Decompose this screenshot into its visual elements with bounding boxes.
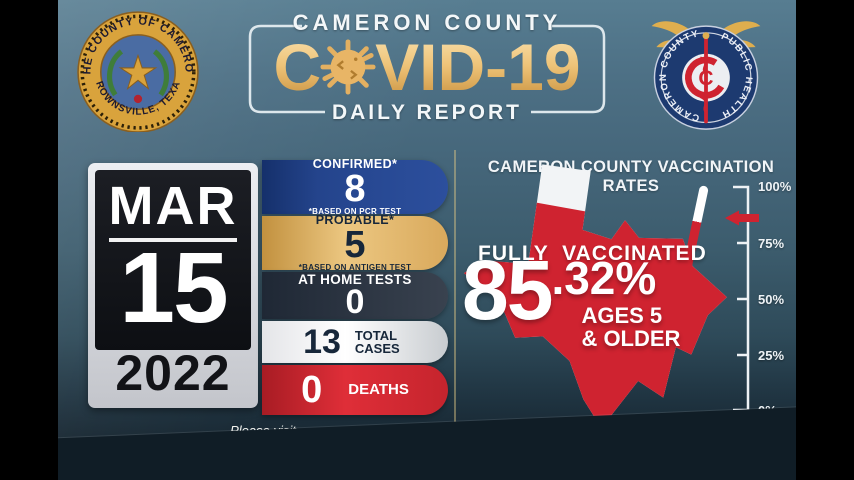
stat-pill-confirmed: CONFIRMED* 8 *BASED ON PCR TEST: [262, 157, 448, 216]
confirmed-value: 8: [344, 167, 366, 210]
stat-pill-probable: PROBABLE* 5 *BASED ON ANTIGEN TEST: [262, 213, 448, 272]
public-health-logo: CAMERON COUNTY PUBLIC HEALTH C: [651, 21, 761, 130]
texas-map-graphic: [445, 164, 738, 443]
header-daily-report: DAILY REPORT: [331, 101, 523, 124]
percent-scale: [725, 185, 759, 412]
county-seal-logo: THE COUNTY OF CAMERON BROWNSVILLE, TEXAS: [76, 8, 199, 132]
fully-vaccinated-value: 85 .32% AGES 5 & OLDER: [462, 243, 681, 351]
deaths-label: DEATHS: [348, 381, 409, 399]
fully-value-fraction: .32%: [551, 252, 657, 304]
fully-value-main: 85: [462, 243, 553, 337]
at-home-tests-value: 0: [345, 283, 365, 322]
scale-marker-arrow: [725, 210, 759, 226]
covid-suffix: VID-19: [375, 30, 581, 104]
deaths-value: 0: [301, 369, 323, 412]
scale-tick-75: 75%: [758, 236, 785, 251]
at-home-tests-label: AT HOME TESTS: [298, 271, 412, 287]
scale-tick-50: 50%: [758, 292, 785, 307]
gold-divider-line: [454, 150, 456, 468]
bottom-swoosh-decoration: [58, 403, 796, 480]
ages-line2: & OLDER: [581, 325, 681, 351]
probable-value: 5: [344, 223, 366, 266]
date-divider-rule: [109, 238, 237, 242]
total-cases-label: TOTAL CASES: [354, 327, 400, 356]
stat-pill-deaths: 0 DEATHS: [262, 365, 448, 415]
scale-tick-25: 25%: [758, 348, 785, 363]
stat-pill-total-cases: 13 TOTAL CASES: [262, 321, 448, 363]
covid-prefix: C: [273, 30, 322, 104]
health-center-letter: C: [698, 67, 713, 90]
probable-label: PROBABLE*: [315, 213, 395, 228]
confirmed-label: CONFIRMED*: [312, 157, 398, 172]
ages-line1: AGES 5: [581, 303, 663, 329]
covid-19-wordmark: C VID-19: [247, 34, 607, 100]
confirmed-note: *BASED ON PCR TEST: [308, 206, 402, 216]
date-year: 2022: [115, 345, 231, 401]
stat-pill-at-home-tests: AT HOME TESTS 0: [262, 272, 448, 319]
infographic-canvas: THE COUNTY OF CAMERON BROWNSVILLE, TEXAS…: [58, 0, 796, 480]
header-county-title: CAMERON COUNTY: [292, 10, 562, 35]
date-panel: MAR 15 2022: [88, 163, 258, 408]
fully-vaccinated-label: FULLY VACCINATED: [478, 242, 707, 265]
scale-tick-100: 100%: [758, 179, 792, 194]
date-month-day-box: MAR 15: [95, 170, 251, 350]
date-month: MAR: [108, 176, 238, 236]
probable-note: *BASED ON ANTIGEN TEST: [298, 262, 412, 272]
title-frame: [248, 24, 606, 114]
total-cases-value: 13: [303, 322, 341, 361]
date-day: 15: [119, 232, 228, 344]
virus-icon: [320, 39, 376, 95]
